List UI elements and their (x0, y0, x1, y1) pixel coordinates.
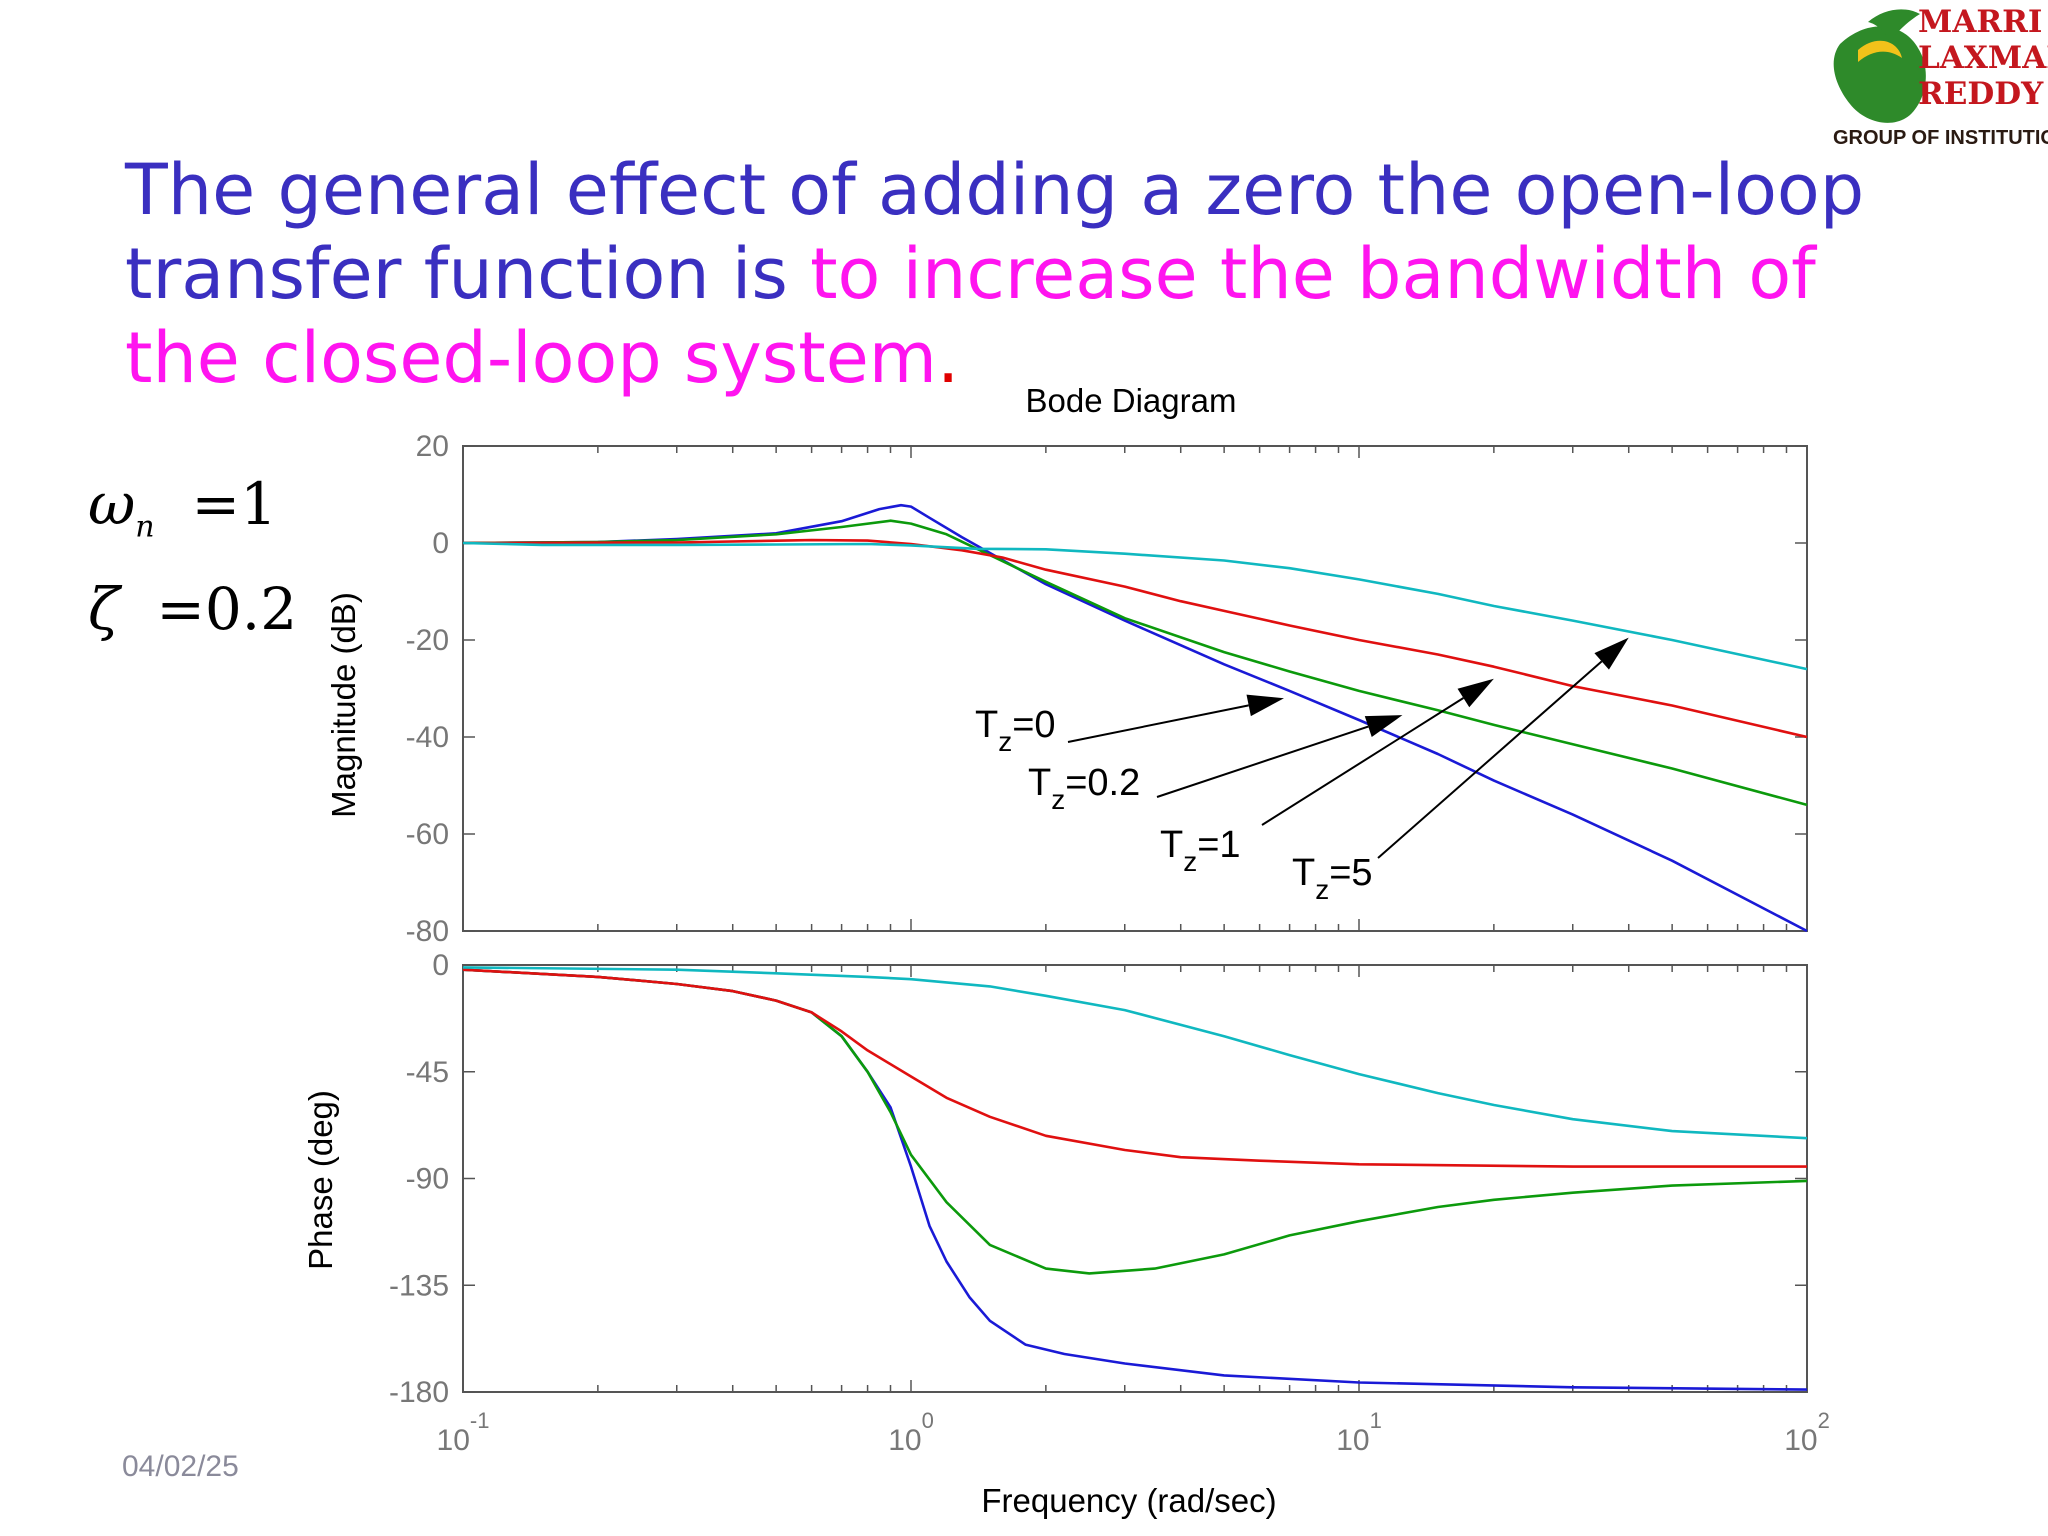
phase-series-tz0 (462, 968, 1808, 1391)
system-parameters: ωn =1 ζ =0.2 (88, 470, 297, 680)
annotation-sub: z (1051, 784, 1065, 815)
annotation-rest: =5 (1329, 852, 1372, 894)
slide-date: 04/02/25 (122, 1450, 239, 1483)
title-part1: The general effect of adding a zero the … (125, 149, 1865, 315)
mag-ytick-label: 20 (416, 430, 449, 463)
phase-series-tz02 (462, 968, 1808, 1275)
phase-ytick-label: -45 (406, 1056, 449, 1089)
annotation-base: T (1292, 852, 1315, 894)
annotation-arrow-line (1377, 660, 1603, 859)
annotation-arrow-line (1156, 725, 1369, 798)
mag-ytick-label: -40 (406, 721, 449, 754)
logo-wordmark: MARRI LAXMAN REDDY (1918, 4, 2048, 112)
magnitude-series-tz02 (462, 519, 1808, 807)
annotation-arrow-head (1594, 637, 1629, 670)
institution-logo (1828, 0, 2048, 155)
annotation-label-tz02: Tz=0.2 (1028, 762, 1140, 815)
annotation-label-tz5: Tz=5 (1292, 852, 1373, 905)
annotation-arrow-line (1067, 704, 1249, 743)
logo-line-2: LAXMAN (1918, 40, 2048, 76)
x-tick-exponent: 1 (1370, 1408, 1382, 1433)
mag-ytick-label: -80 (406, 915, 449, 948)
x-tick-label: 100 (888, 1408, 934, 1457)
slide-title: The general effect of adding a zero the … (125, 148, 1885, 400)
annotation-arrow-head (1246, 694, 1284, 717)
x-tick-exponent: -1 (470, 1408, 490, 1433)
annotation-sub: z (1315, 874, 1329, 905)
annotation-base: T (1028, 762, 1051, 804)
mag-ytick-label: -60 (406, 818, 449, 851)
x-tick-exponent: 0 (922, 1408, 934, 1433)
logo-line-3: REDDY (1918, 76, 2044, 112)
x-tick-label: 101 (1336, 1408, 1382, 1457)
zeta-parameter: ζ =0.2 (88, 575, 298, 643)
x-tick-label: 10-1 (437, 1408, 490, 1457)
chart-xlabel: Frequency (rad/sec) (981, 1482, 1276, 1519)
phase-ytick-label: -135 (389, 1269, 449, 1302)
wn-parameter: ωn =1 (88, 470, 277, 545)
logo-line-1: MARRI (1918, 4, 2043, 40)
magnitude-series-tz0 (462, 503, 1808, 933)
mag-ytick-label: 0 (432, 527, 449, 560)
phase-ytick-label: -180 (389, 1376, 449, 1409)
logo-subtitle: GROUP OF INSTITUTIONS (1833, 127, 2048, 149)
annotation-rest: =0 (1012, 704, 1055, 746)
magnitude-series-tz5 (462, 541, 1808, 671)
title-highlight: to increase the bandwidth of the closed-… (125, 233, 1816, 399)
annotation-base: T (975, 704, 998, 746)
phase-frame (462, 964, 1808, 1393)
curve-annotations: Tz=0Tz=0.2Tz=1Tz=5 (975, 637, 1629, 905)
x-tick-exponent: 2 (1818, 1408, 1830, 1433)
phase-ylabel: Phase (deg) (302, 1090, 339, 1270)
annotation-rest: =0.2 (1065, 762, 1140, 804)
phase-ytick-label: 0 (432, 949, 449, 982)
phase-series (462, 966, 1808, 1391)
annotation-arrow-head (1364, 715, 1403, 737)
phase-ytick-label: -90 (406, 1163, 449, 1196)
magnitude-axes: 20 0 -20 -40 -60 -80 (406, 430, 1808, 948)
annotation-label-tz0: Tz=0 (975, 704, 1056, 757)
annotation-base: T (1160, 824, 1183, 866)
mag-frame (462, 445, 1808, 932)
magnitude-series (462, 503, 1808, 933)
phase-series-tz1 (462, 968, 1807, 1168)
annotation-label-tz1: Tz=1 (1160, 824, 1241, 877)
x-tick-label: 102 (1784, 1408, 1830, 1457)
phase-series-tz5 (462, 966, 1808, 1140)
annotation-arrow-line (1261, 697, 1464, 826)
title-period: . (936, 317, 960, 399)
annotation-sub: z (998, 726, 1012, 757)
annotation-arrow-head (1457, 678, 1494, 708)
annotation-sub: z (1183, 846, 1197, 877)
mag-ytick-label: -20 (406, 624, 449, 657)
logo-emblem-icon (1833, 9, 1926, 123)
magnitude-series-tz1 (462, 538, 1808, 739)
chart-title: Bode Diagram (1026, 382, 1237, 419)
magnitude-ylabel: Magnitude (dB) (325, 592, 362, 818)
annotation-rest: =1 (1197, 824, 1240, 866)
